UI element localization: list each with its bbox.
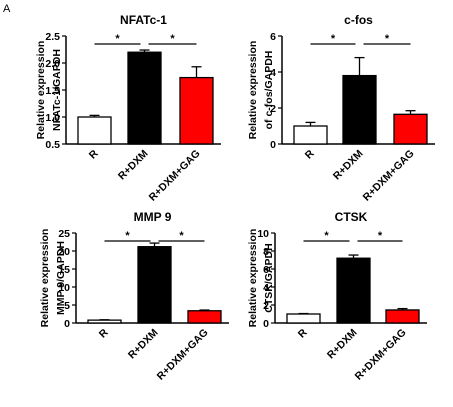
chart3-category-label-2: R+DXM+GAG (155, 327, 211, 383)
chart1-ytick-label-3: 2.0 (45, 58, 60, 70)
chart2-bar-2 (393, 113, 428, 145)
chart3-ytick-label-0: 0 (64, 318, 70, 330)
chart3-title: MMP 9 (134, 210, 172, 224)
chart3-sig-star-0: * (125, 230, 130, 242)
chart2-category-label-1: R+DXM (331, 147, 366, 182)
chart1-sig-star-1: * (170, 33, 175, 45)
chart2-ytick-label-1: 2 (270, 103, 276, 115)
chart2-title: c-fos (344, 13, 373, 27)
chart3-ytick-label-4: 20 (58, 246, 70, 258)
chart1-sig-star-0: * (115, 33, 120, 45)
chart4-bar-2 (385, 309, 420, 324)
chart4-ytick-label-4: 8 (263, 246, 269, 258)
chart3-bar-1 (137, 246, 172, 324)
chart4-title: CTSK (335, 210, 368, 224)
chart1-ylabel-line-2: NFATc-1/GAPDH (51, 49, 63, 131)
chart1-ytick-label-1: 1.0 (45, 112, 60, 124)
chart1-bar-0 (77, 116, 112, 145)
chart4-ytick-label-5: 10 (257, 228, 269, 240)
chart1-ytick-label-4: 2.5 (45, 31, 60, 43)
chart2-category-label-2: R+DXM+GAG (361, 148, 417, 204)
chart1-category-label-1: R+DXM (116, 147, 151, 182)
chart4-ytick-label-1: 2 (263, 300, 269, 312)
chart2-sig-star-0: * (331, 33, 336, 45)
chart3-ytick-label-2: 10 (58, 282, 70, 294)
chart3-ylabel-line-1: Relative expression (39, 229, 51, 328)
chart3-ylabel-line-2: MMP 9/GAPDH (55, 241, 67, 315)
chart4-ytick-label-3: 6 (263, 264, 269, 276)
chart4-sig-star-1: * (378, 230, 383, 242)
chart4-bar-0 (286, 313, 321, 324)
chart3-category-label-0: R (97, 326, 111, 340)
chart1-category-label-2: R+DXM+GAG (147, 148, 203, 204)
chart1-ylabel-line-1: Relative expression (35, 41, 47, 140)
chart2-sig-star-1: * (385, 33, 390, 45)
chart1-bar-1 (127, 51, 162, 145)
chart4-category-label-2: R+DXM+GAG (353, 327, 409, 383)
chart2-ytick-label-0: 0 (270, 139, 276, 151)
chart4-category-label-0: R (296, 326, 310, 340)
chart4-category-label-1: R+DXM (325, 326, 360, 361)
chart2-ylabel-line-2: of c-fos/GAPDH (263, 51, 275, 130)
chart4-sig-star-0: * (324, 230, 329, 242)
chart2-category-label-0: R (303, 147, 317, 161)
chart1-title: NFATc-1 (120, 13, 167, 27)
chart4-ylabel-line-2: CTSK/GAPDH (263, 243, 275, 312)
chart4-ylabel-line-1: Relative expression (247, 229, 259, 328)
chart2-bar-0 (293, 125, 328, 145)
chart1-bar-2 (179, 76, 214, 145)
chart3-ytick-label-3: 15 (58, 264, 70, 276)
chart1-ytick-label-0: 0.5 (45, 139, 60, 151)
panel-label: A (3, 3, 11, 15)
chart2-ylabel-line-1: Relative expression (247, 41, 259, 140)
chart3-ytick-label-1: 5 (64, 300, 70, 312)
chart2-ytick-label-2: 4 (270, 67, 276, 79)
chart4-ytick-label-2: 4 (263, 282, 269, 294)
chart3-bar-2 (187, 310, 222, 324)
chart1-ytick-label-2: 1.5 (45, 85, 60, 97)
chart2-bar-1 (342, 74, 377, 145)
chart2-ytick-label-3: 6 (270, 31, 276, 43)
chart4-bar-1 (336, 257, 371, 324)
chart4-ytick-label-0: 0 (263, 318, 269, 330)
chart3-bar-0 (87, 319, 122, 324)
chart1-category-label-0: R (87, 147, 101, 161)
chart3-ytick-label-5: 25 (58, 228, 70, 240)
chart3-sig-star-1: * (179, 230, 184, 242)
chart3-category-label-1: R+DXM (126, 326, 161, 361)
